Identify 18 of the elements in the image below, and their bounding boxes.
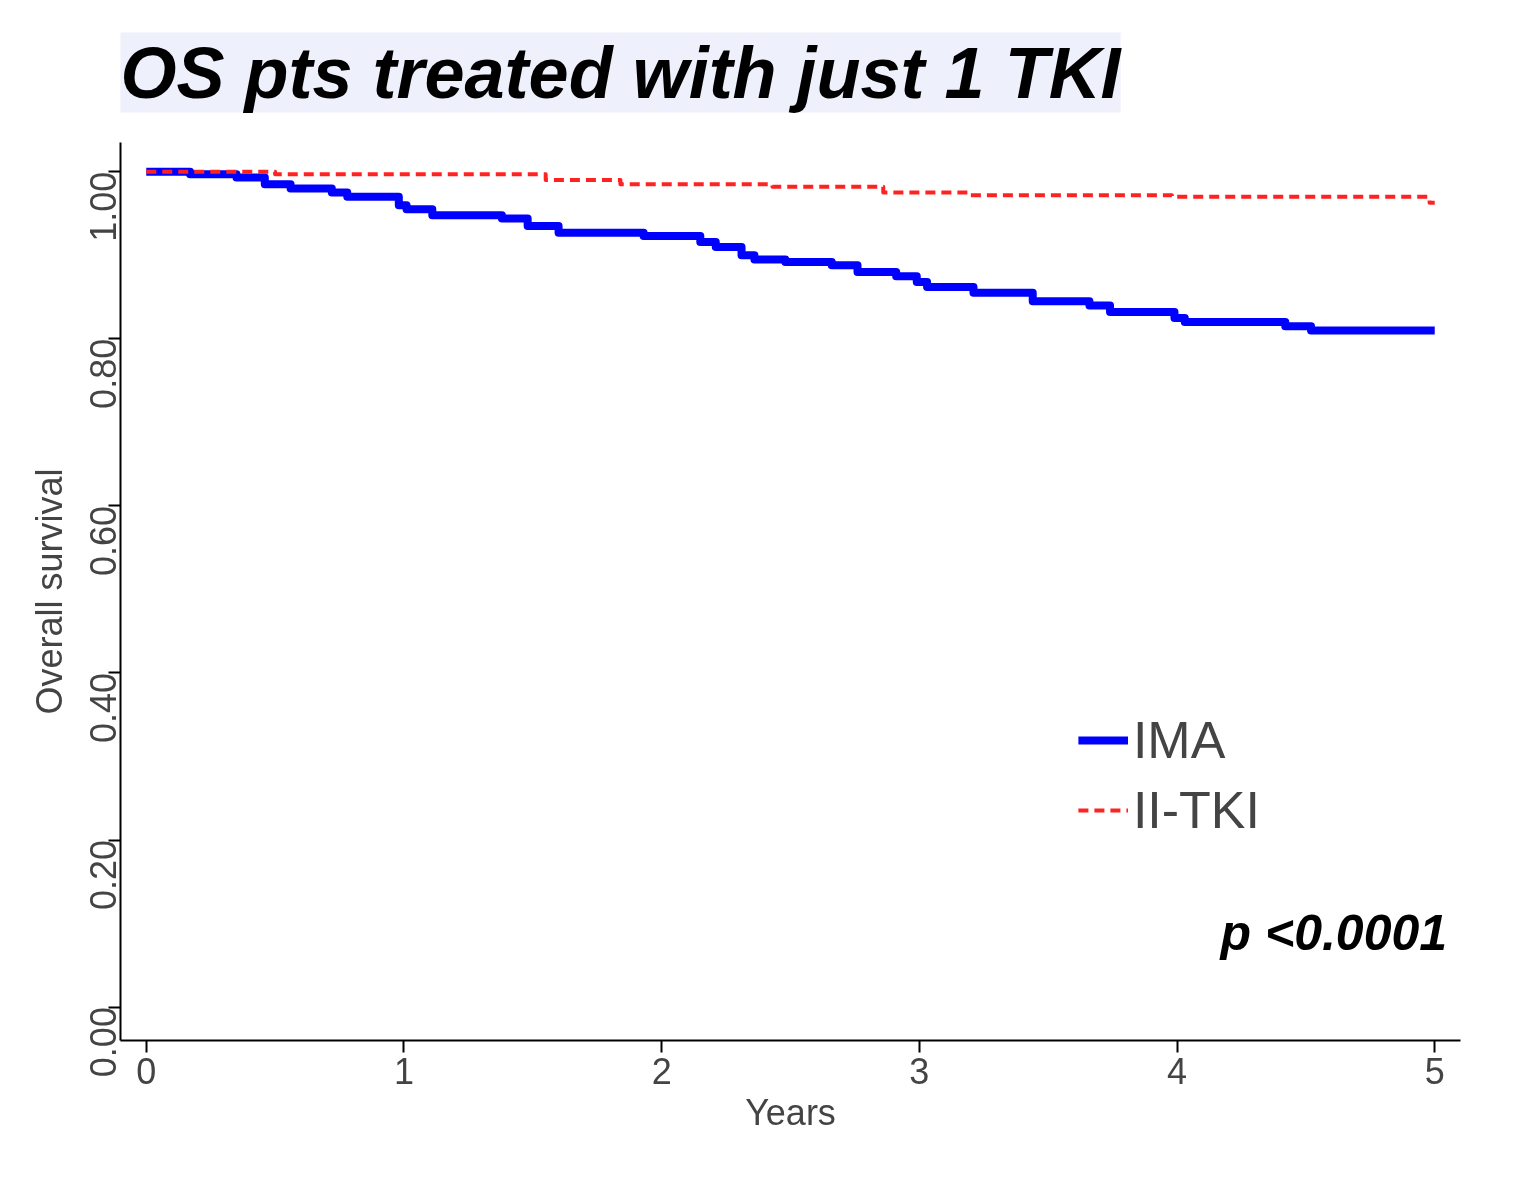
x-tick-label: 0: [136, 1050, 157, 1092]
legend-label: II-TKI: [1132, 780, 1260, 840]
x-tick-label: 3: [909, 1050, 930, 1092]
y-tick-label: 0.00: [83, 1007, 125, 1078]
y-tick-label: 1.00: [83, 171, 125, 242]
x-tick-label: 4: [1167, 1050, 1188, 1092]
x-tick-label: 2: [651, 1050, 672, 1092]
x-tick-label: 1: [393, 1050, 414, 1092]
y-tick-label: 0.20: [83, 840, 125, 911]
annotation: p <0.0001: [1218, 904, 1448, 961]
legend-label: IMA: [1132, 710, 1226, 770]
x-axis-title: Years: [745, 1091, 836, 1133]
x-tick-label: 5: [1424, 1050, 1445, 1092]
y-tick-label: 0.40: [83, 672, 125, 744]
y-axis-title: Overall survival: [28, 468, 70, 715]
y-tick-label: 0.60: [83, 505, 125, 576]
y-tick-label: 0.80: [83, 338, 125, 409]
chart-title: OS pts treated with just 1 TKI: [120, 32, 1123, 113]
